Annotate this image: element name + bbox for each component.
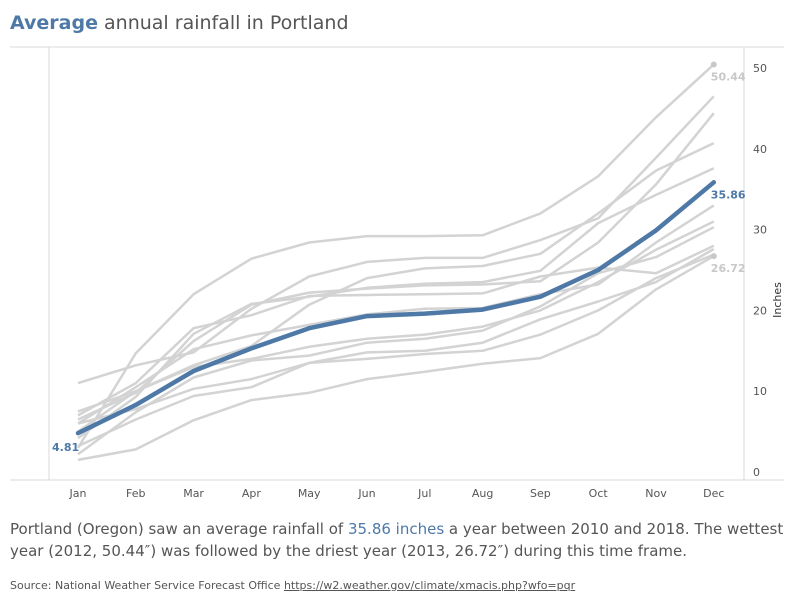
x-tick-label: Aug xyxy=(472,487,493,500)
source-link[interactable]: https://w2.weather.gov/climate/xmacis.ph… xyxy=(283,579,576,592)
y-tick-label: 20 xyxy=(753,304,767,317)
y-tick-label: 0 xyxy=(753,466,760,479)
year-series-line xyxy=(77,226,715,456)
x-axis-ticks: Jan Feb Mar Apr May Jun Jul Aug Sep Oct Nov Dec xyxy=(69,487,725,500)
year-series-line xyxy=(77,253,715,448)
description-part1: Portland (Oregon) saw an average rainfal… xyxy=(10,520,348,538)
average-series-group xyxy=(75,180,717,436)
year-series-line xyxy=(77,141,715,413)
year-series-line xyxy=(77,255,715,462)
year-series-line xyxy=(77,244,715,417)
data-labels: 4.81 35.86 50.44 26.72 xyxy=(52,61,746,454)
x-tick-label: Mar xyxy=(183,487,204,500)
title-accent: Average xyxy=(10,12,98,34)
x-tick-label: Feb xyxy=(126,487,145,500)
y-axis-title: Inches xyxy=(771,282,784,318)
x-tick-label: Sep xyxy=(530,487,551,500)
data-label: 26.72 xyxy=(711,262,746,275)
chart-frame xyxy=(10,46,784,481)
data-label: 4.81 xyxy=(52,441,79,454)
x-tick-label: Jul xyxy=(417,487,431,500)
chart-title: Average annual rainfall in Portland xyxy=(10,12,349,34)
y-tick-label: 30 xyxy=(753,224,767,237)
year-series-line xyxy=(77,247,715,425)
y-tick-label: 40 xyxy=(753,143,767,156)
yearly-series-group xyxy=(76,63,715,462)
description-part2: a year between 2010 and 2018. The wettes… xyxy=(10,520,784,560)
x-tick-label: Apr xyxy=(242,487,262,500)
year-series-line xyxy=(77,167,715,440)
x-tick-label: Dec xyxy=(703,487,724,500)
description-highlight: 35.86 inches xyxy=(347,520,445,538)
y-tick-label: 50 xyxy=(753,62,767,75)
source-note: Source: National Weather Service Forecas… xyxy=(10,579,575,592)
x-tick-label: May xyxy=(298,487,321,500)
year-series-line xyxy=(76,63,715,449)
average-series-line xyxy=(75,180,717,436)
y-axis-ticks: 0 10 20 30 40 50 xyxy=(753,62,767,479)
data-label: 35.86 xyxy=(711,188,746,201)
y-tick-label: 10 xyxy=(753,385,767,398)
description: Portland (Oregon) saw an average rainfal… xyxy=(10,518,786,562)
rainfall-line-chart: Jan Feb Mar Apr May Jun Jul Aug Sep Oct Nov Dec 0 10… xyxy=(10,46,784,500)
x-tick-label: Jan xyxy=(69,487,87,500)
x-tick-label: Oct xyxy=(589,487,609,500)
x-tick-label: Jun xyxy=(357,487,375,500)
endpoint-dot xyxy=(710,253,717,260)
data-label: 50.44 xyxy=(711,70,746,83)
endpoint-dot xyxy=(710,61,717,68)
source-label: Source: National Weather Service Forecas… xyxy=(10,579,284,592)
x-tick-label: Nov xyxy=(645,487,667,500)
year-series-line xyxy=(77,220,715,433)
title-rest: annual rainfall in Portland xyxy=(97,12,349,34)
